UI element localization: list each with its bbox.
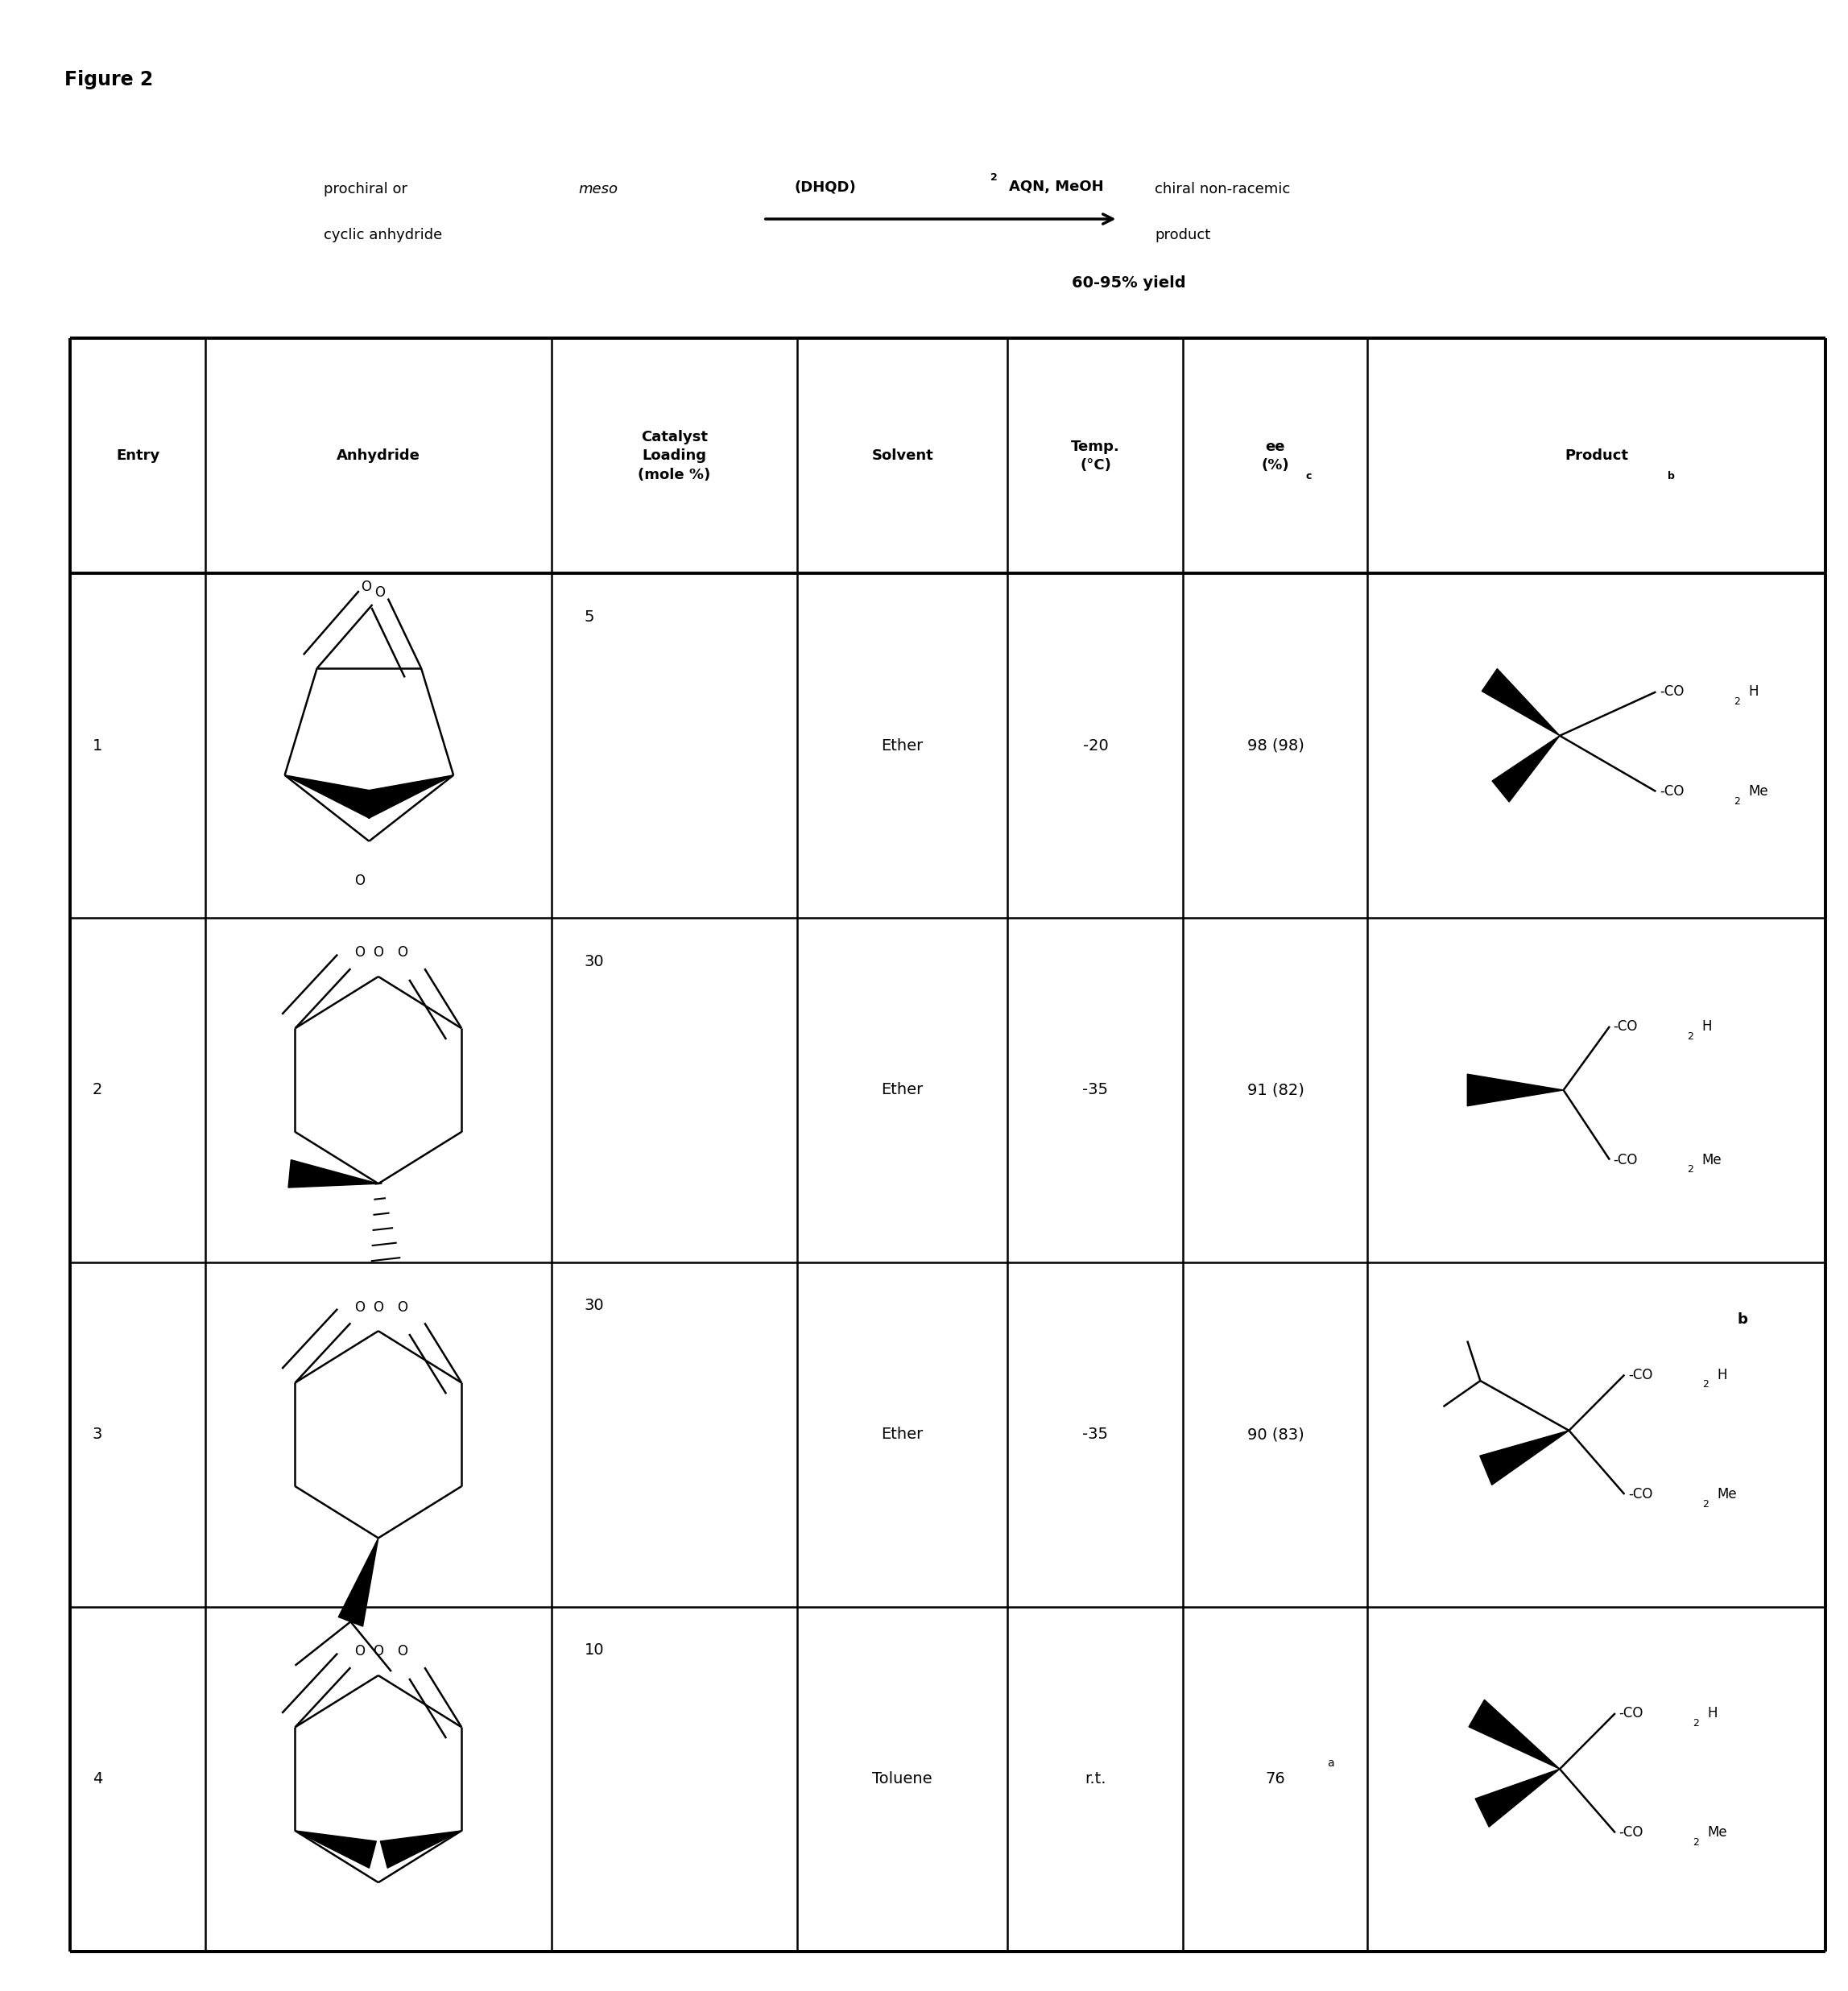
Text: H: H: [1702, 1019, 1711, 1033]
Polygon shape: [338, 1537, 379, 1627]
Text: O: O: [373, 1300, 384, 1314]
Text: -CO: -CO: [1628, 1368, 1652, 1382]
Text: Catalyst
Loading
(mole %): Catalyst Loading (mole %): [638, 430, 710, 482]
Text: Entry: Entry: [116, 448, 159, 464]
Text: O: O: [373, 946, 384, 960]
Text: O: O: [397, 1300, 408, 1314]
Text: Toluene: Toluene: [872, 1772, 933, 1786]
Text: 2: 2: [1733, 697, 1739, 707]
Text: 2: 2: [1687, 1165, 1693, 1175]
Text: -CO: -CO: [1619, 1826, 1643, 1840]
Text: b: b: [1669, 470, 1674, 482]
Polygon shape: [1482, 669, 1560, 737]
Polygon shape: [288, 1161, 379, 1187]
Text: AQN, MeOH: AQN, MeOH: [1009, 179, 1103, 195]
Text: 2: 2: [1693, 1718, 1698, 1728]
Polygon shape: [1469, 1700, 1560, 1770]
Text: -CO: -CO: [1613, 1019, 1637, 1033]
Text: -35: -35: [1083, 1083, 1109, 1097]
Text: 30: 30: [584, 954, 604, 970]
Text: O: O: [360, 579, 371, 593]
Text: a: a: [1327, 1758, 1334, 1768]
Text: 2: 2: [1693, 1838, 1698, 1848]
Text: Figure 2: Figure 2: [65, 70, 153, 90]
Text: -CO: -CO: [1613, 1153, 1637, 1167]
Text: Solvent: Solvent: [872, 448, 933, 464]
Text: Me: Me: [1702, 1153, 1722, 1167]
Polygon shape: [1467, 1075, 1563, 1107]
Text: H: H: [1748, 685, 1757, 699]
Text: 2: 2: [1702, 1499, 1708, 1509]
Text: 30: 30: [584, 1298, 604, 1314]
Text: r.t.: r.t.: [1085, 1772, 1107, 1786]
Text: O: O: [355, 874, 366, 888]
Text: O: O: [355, 1300, 366, 1314]
Text: O: O: [397, 946, 408, 960]
Text: Ether: Ether: [881, 1083, 924, 1097]
Text: c: c: [1307, 470, 1312, 482]
Text: -CO: -CO: [1660, 685, 1684, 699]
Text: 3: 3: [92, 1428, 102, 1441]
Text: Ether: Ether: [881, 739, 924, 753]
Text: -CO: -CO: [1660, 784, 1684, 798]
Text: 1: 1: [92, 739, 102, 753]
Polygon shape: [381, 1832, 462, 1868]
Text: 91 (82): 91 (82): [1247, 1083, 1305, 1097]
Text: O: O: [397, 1645, 408, 1659]
Text: Me: Me: [1748, 784, 1769, 798]
Text: 2: 2: [991, 171, 998, 183]
Polygon shape: [1491, 737, 1560, 802]
Text: Anhydride: Anhydride: [336, 448, 419, 464]
Text: meso: meso: [578, 181, 617, 197]
Text: H: H: [1717, 1368, 1726, 1382]
Text: Me: Me: [1708, 1826, 1728, 1840]
Text: 10: 10: [584, 1643, 604, 1659]
Text: O: O: [375, 585, 384, 599]
Text: cyclic anhydride: cyclic anhydride: [323, 227, 442, 243]
Text: O: O: [373, 1645, 384, 1659]
Text: 2: 2: [1733, 796, 1739, 806]
Text: product: product: [1155, 227, 1210, 243]
Text: Me: Me: [1717, 1487, 1737, 1501]
Text: O: O: [355, 1645, 366, 1659]
Polygon shape: [360, 774, 453, 818]
Polygon shape: [285, 774, 377, 818]
Text: 2: 2: [92, 1083, 102, 1097]
Text: ee
(%): ee (%): [1262, 440, 1290, 472]
Text: -20: -20: [1083, 739, 1109, 753]
Text: 2: 2: [1687, 1031, 1693, 1041]
Polygon shape: [1480, 1432, 1569, 1485]
Text: 4: 4: [92, 1772, 102, 1786]
Text: b: b: [1737, 1312, 1748, 1326]
Text: -CO: -CO: [1619, 1706, 1643, 1720]
Text: prochiral or: prochiral or: [323, 181, 412, 197]
Text: 60-95% yield: 60-95% yield: [1072, 275, 1186, 291]
Text: (DHQD): (DHQD): [795, 179, 856, 195]
Text: Product: Product: [1565, 448, 1628, 464]
Text: 76: 76: [1266, 1772, 1286, 1786]
Text: H: H: [1708, 1706, 1717, 1720]
Text: Ether: Ether: [881, 1428, 924, 1441]
Text: 2: 2: [1702, 1380, 1708, 1390]
Text: 5: 5: [584, 609, 595, 625]
Text: chiral non-racemic: chiral non-racemic: [1155, 181, 1290, 197]
Text: Temp.
(°C): Temp. (°C): [1072, 440, 1120, 472]
Polygon shape: [1475, 1770, 1560, 1828]
Text: 90 (83): 90 (83): [1247, 1428, 1305, 1441]
Text: 98 (98): 98 (98): [1247, 739, 1305, 753]
Text: -35: -35: [1083, 1428, 1109, 1441]
Text: O: O: [355, 946, 366, 960]
Polygon shape: [296, 1832, 377, 1868]
Text: -CO: -CO: [1628, 1487, 1652, 1501]
